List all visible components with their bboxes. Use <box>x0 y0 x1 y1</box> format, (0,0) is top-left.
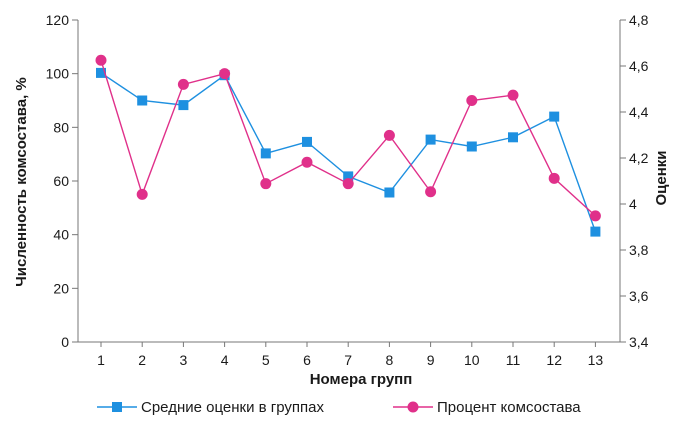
series-2-point <box>425 186 437 198</box>
x-tick-label: 4 <box>221 352 229 368</box>
series-2-point <box>95 54 107 66</box>
x-tick-label: 9 <box>427 352 435 368</box>
legend-marker-1 <box>112 402 122 412</box>
series-layer <box>95 54 601 237</box>
left-y-tick-label: 60 <box>53 173 69 189</box>
x-tick-label: 13 <box>588 352 604 368</box>
series-1-point <box>384 187 395 198</box>
series-1-point <box>302 136 312 147</box>
legend-label-1: Средние оценки в группах <box>141 399 324 416</box>
series-2-point <box>301 156 313 168</box>
legend-marker-2 <box>407 401 419 413</box>
series-2-point <box>136 188 148 200</box>
legend-label-2: Процент комсостава <box>437 399 581 416</box>
series-2-point <box>589 210 601 222</box>
series-1-point <box>425 134 436 145</box>
x-tick-label: 10 <box>464 352 480 368</box>
x-tick-label: 8 <box>386 352 394 368</box>
right-y-tick-label: 4,6 <box>629 58 649 74</box>
series-1-point <box>178 100 189 111</box>
left-y-tick-label: 100 <box>46 66 70 82</box>
x-tick-label: 6 <box>303 352 311 368</box>
series-2-point <box>466 95 478 106</box>
x-tick-label: 12 <box>546 352 562 368</box>
left-y-tick-label: 20 <box>53 280 69 296</box>
x-tick-label: 1 <box>97 352 105 368</box>
x-tick-label: 7 <box>344 352 352 368</box>
series-1-point <box>590 226 601 237</box>
series-line-2 <box>100 60 596 217</box>
right-y-tick-label: 4 <box>629 196 637 212</box>
series-2-point <box>383 129 395 141</box>
x-tick-label: 3 <box>180 352 188 368</box>
series-2-point <box>342 178 354 190</box>
right-y-tick-label: 4,2 <box>629 150 649 166</box>
legend: Средние оценки в группах Процент комсоста… <box>97 399 581 416</box>
left-y-tick-label: 80 <box>53 119 69 135</box>
series-1-point <box>466 141 477 152</box>
series-1-point <box>137 95 148 106</box>
series-1-point <box>96 67 106 78</box>
right-y-tick-label: 3,4 <box>629 334 649 350</box>
left-y-axis-title: Численность комсостава, % <box>13 77 30 287</box>
series-1-point <box>260 148 271 159</box>
right-y-tick-label: 3,8 <box>629 242 649 258</box>
series-2-point <box>548 172 560 184</box>
right-y-axis-title: Оценки <box>653 150 670 205</box>
x-tick-label: 11 <box>506 352 521 368</box>
right-y-tick-label: 4,4 <box>629 104 649 120</box>
series-2-point <box>219 68 231 80</box>
left-y-tick-label: 0 <box>61 334 69 350</box>
series-2-point <box>260 178 272 190</box>
series-2-point <box>177 78 189 90</box>
x-tick-label: 5 <box>262 352 270 368</box>
series-1-point <box>508 132 518 143</box>
left-y-tick-label: 40 <box>53 227 69 243</box>
series-1-point <box>549 111 560 122</box>
series-2-point <box>507 89 519 101</box>
left-y-tick-label: 120 <box>46 12 70 28</box>
right-y-tick-label: 4,8 <box>629 12 649 28</box>
series-line-1 <box>100 72 597 232</box>
x-axis-title: Номера групп <box>310 371 413 388</box>
right-y-tick-label: 3,6 <box>629 288 649 304</box>
series-1-point <box>343 171 354 182</box>
x-tick-label: 2 <box>138 352 146 368</box>
